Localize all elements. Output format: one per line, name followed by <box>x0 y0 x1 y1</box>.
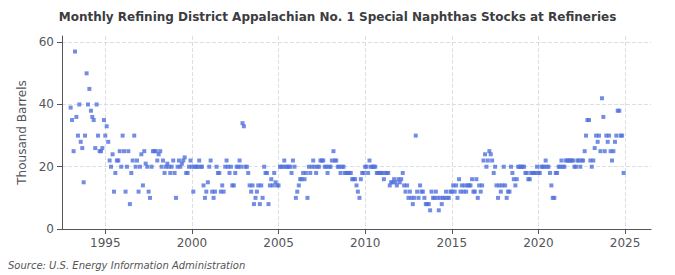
svg-text:60: 60 <box>39 35 54 49</box>
svg-text:20: 20 <box>39 160 54 174</box>
svg-text:40: 40 <box>39 97 54 111</box>
svg-text:2015: 2015 <box>437 236 468 250</box>
svg-text:2010: 2010 <box>350 236 381 250</box>
svg-text:Source: U.S. Energy Informatio: Source: U.S. Energy Information Administ… <box>8 260 245 271</box>
svg-text:2000: 2000 <box>177 236 208 250</box>
svg-text:2005: 2005 <box>263 236 294 250</box>
svg-text:Monthly Refining District Appa: Monthly Refining District Appalachian No… <box>59 10 617 24</box>
svg-text:0: 0 <box>46 222 54 236</box>
svg-text:2020: 2020 <box>523 236 554 250</box>
svg-text:1995: 1995 <box>90 236 121 250</box>
svg-text:Thousand Barrels: Thousand Barrels <box>15 80 29 185</box>
svg-text:2025: 2025 <box>610 236 641 250</box>
